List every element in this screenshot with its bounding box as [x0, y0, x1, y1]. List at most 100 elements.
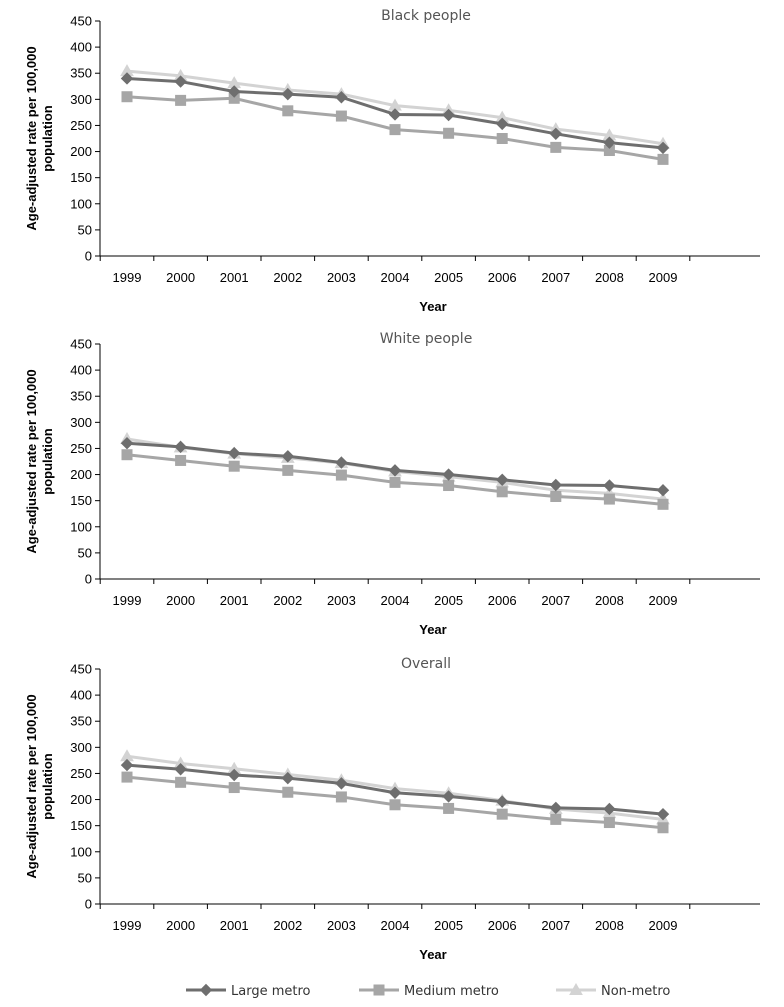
x-tick-label: 2009 [649, 918, 678, 933]
data-point [657, 498, 669, 510]
data-point [442, 790, 455, 803]
y-axis-title: Age-adjusted rate per 100,000population [24, 694, 55, 878]
data-point [656, 484, 670, 497]
y-tick-label: 50 [78, 222, 92, 237]
chart-title: Black people [381, 8, 471, 24]
x-tick-label: 2008 [595, 918, 624, 933]
data-point [388, 108, 402, 121]
x-tick-label: 2001 [220, 593, 249, 608]
x-tick-label: 2000 [166, 918, 195, 933]
data-point [227, 768, 241, 782]
y-tick-label: 350 [70, 66, 92, 81]
legend-label: Large metro [231, 984, 311, 999]
x-axis-title: Year [419, 622, 446, 637]
data-point [603, 802, 616, 816]
x-tick-label: 2002 [273, 918, 302, 933]
data-point [549, 478, 563, 492]
data-point [175, 454, 187, 466]
y-tick-label: 400 [70, 40, 92, 55]
x-tick-label: 2006 [488, 270, 517, 285]
y-tick-label: 400 [70, 363, 92, 378]
x-tick-label: 2002 [273, 593, 302, 608]
chart-title: White people [380, 331, 473, 347]
data-point [281, 87, 295, 101]
data-point [603, 479, 616, 492]
x-tick-label: 2008 [595, 593, 624, 608]
data-point [282, 464, 294, 476]
legend-label: Medium metro [404, 984, 499, 999]
y-tick-label: 300 [70, 740, 92, 755]
data-point [121, 771, 133, 783]
data-point [388, 786, 402, 799]
legend-marker [569, 982, 583, 995]
data-point [335, 110, 347, 122]
data-point [495, 795, 509, 808]
data-point [174, 763, 187, 776]
data-point [657, 822, 669, 834]
chart-title: Overall [401, 656, 451, 672]
x-tick-label: 2006 [488, 918, 517, 933]
y-tick-label: 450 [70, 337, 92, 352]
data-point [174, 440, 187, 454]
data-point [335, 91, 348, 104]
data-point [549, 801, 563, 815]
x-tick-label: 2007 [541, 918, 570, 933]
y-tick-label: 250 [70, 118, 92, 133]
x-tick-label: 2003 [327, 918, 356, 933]
data-point [603, 817, 615, 829]
x-tick-label: 2005 [434, 270, 463, 285]
y-tick-label: 50 [78, 545, 92, 560]
x-tick-label: 2002 [273, 270, 302, 285]
y-tick-label: 200 [70, 144, 92, 159]
y-tick-label: 0 [85, 249, 92, 264]
data-point [121, 449, 133, 461]
data-point [550, 490, 562, 502]
legend: Large metro Medium metro Non-metro [186, 982, 670, 999]
data-point [496, 133, 508, 144]
x-tick-label: 2000 [166, 270, 195, 285]
data-point [495, 473, 509, 486]
x-axis-title: Year [419, 947, 446, 962]
y-tick-label: 350 [70, 714, 92, 729]
data-point [227, 85, 241, 98]
data-point [282, 105, 294, 117]
y-tick-label: 200 [70, 792, 92, 807]
y-tick-label: 300 [70, 415, 92, 430]
y-tick-label: 0 [85, 572, 92, 587]
data-point [550, 141, 562, 153]
y-tick-label: 250 [70, 441, 92, 456]
data-point [121, 91, 133, 103]
legend-item-non-metro: Non-metro [556, 982, 670, 999]
data-point [227, 446, 241, 460]
y-tick-label: 150 [70, 818, 92, 833]
x-tick-label: 1999 [113, 270, 142, 285]
chart-panel-0: Black people 0 50 100 150 200 250 300 350 400 450 1… [24, 8, 760, 314]
data-point [175, 94, 187, 106]
y-tick-label: 300 [70, 92, 92, 107]
data-point [657, 153, 669, 165]
series-large-metro [120, 758, 670, 821]
data-point [228, 782, 240, 794]
chart-panels: Black people0501001502002503003504004501… [24, 8, 760, 962]
x-tick-label: 2001 [220, 918, 249, 933]
y-tick-label: 150 [70, 493, 92, 508]
data-point [389, 799, 401, 811]
y-tick-label: 450 [70, 14, 92, 29]
y-axis-title: Age-adjusted rate per 100,000population [24, 46, 55, 230]
x-tick-label: 2007 [541, 270, 570, 285]
data-point [388, 464, 402, 477]
data-point [335, 469, 347, 481]
data-point [443, 480, 455, 492]
data-point [335, 456, 348, 469]
data-point [282, 786, 294, 798]
y-tick-label: 100 [70, 844, 92, 859]
legend-item-medium-metro: Medium metro [359, 984, 499, 999]
data-point [656, 807, 670, 821]
x-tick-label: 2004 [381, 918, 410, 933]
series-large-metro [120, 437, 670, 497]
x-tick-label: 1999 [113, 593, 142, 608]
y-tick-label: 400 [70, 688, 92, 703]
y-tick-label: 250 [70, 766, 92, 781]
data-point [443, 802, 455, 814]
y-tick-label: 0 [85, 897, 92, 912]
